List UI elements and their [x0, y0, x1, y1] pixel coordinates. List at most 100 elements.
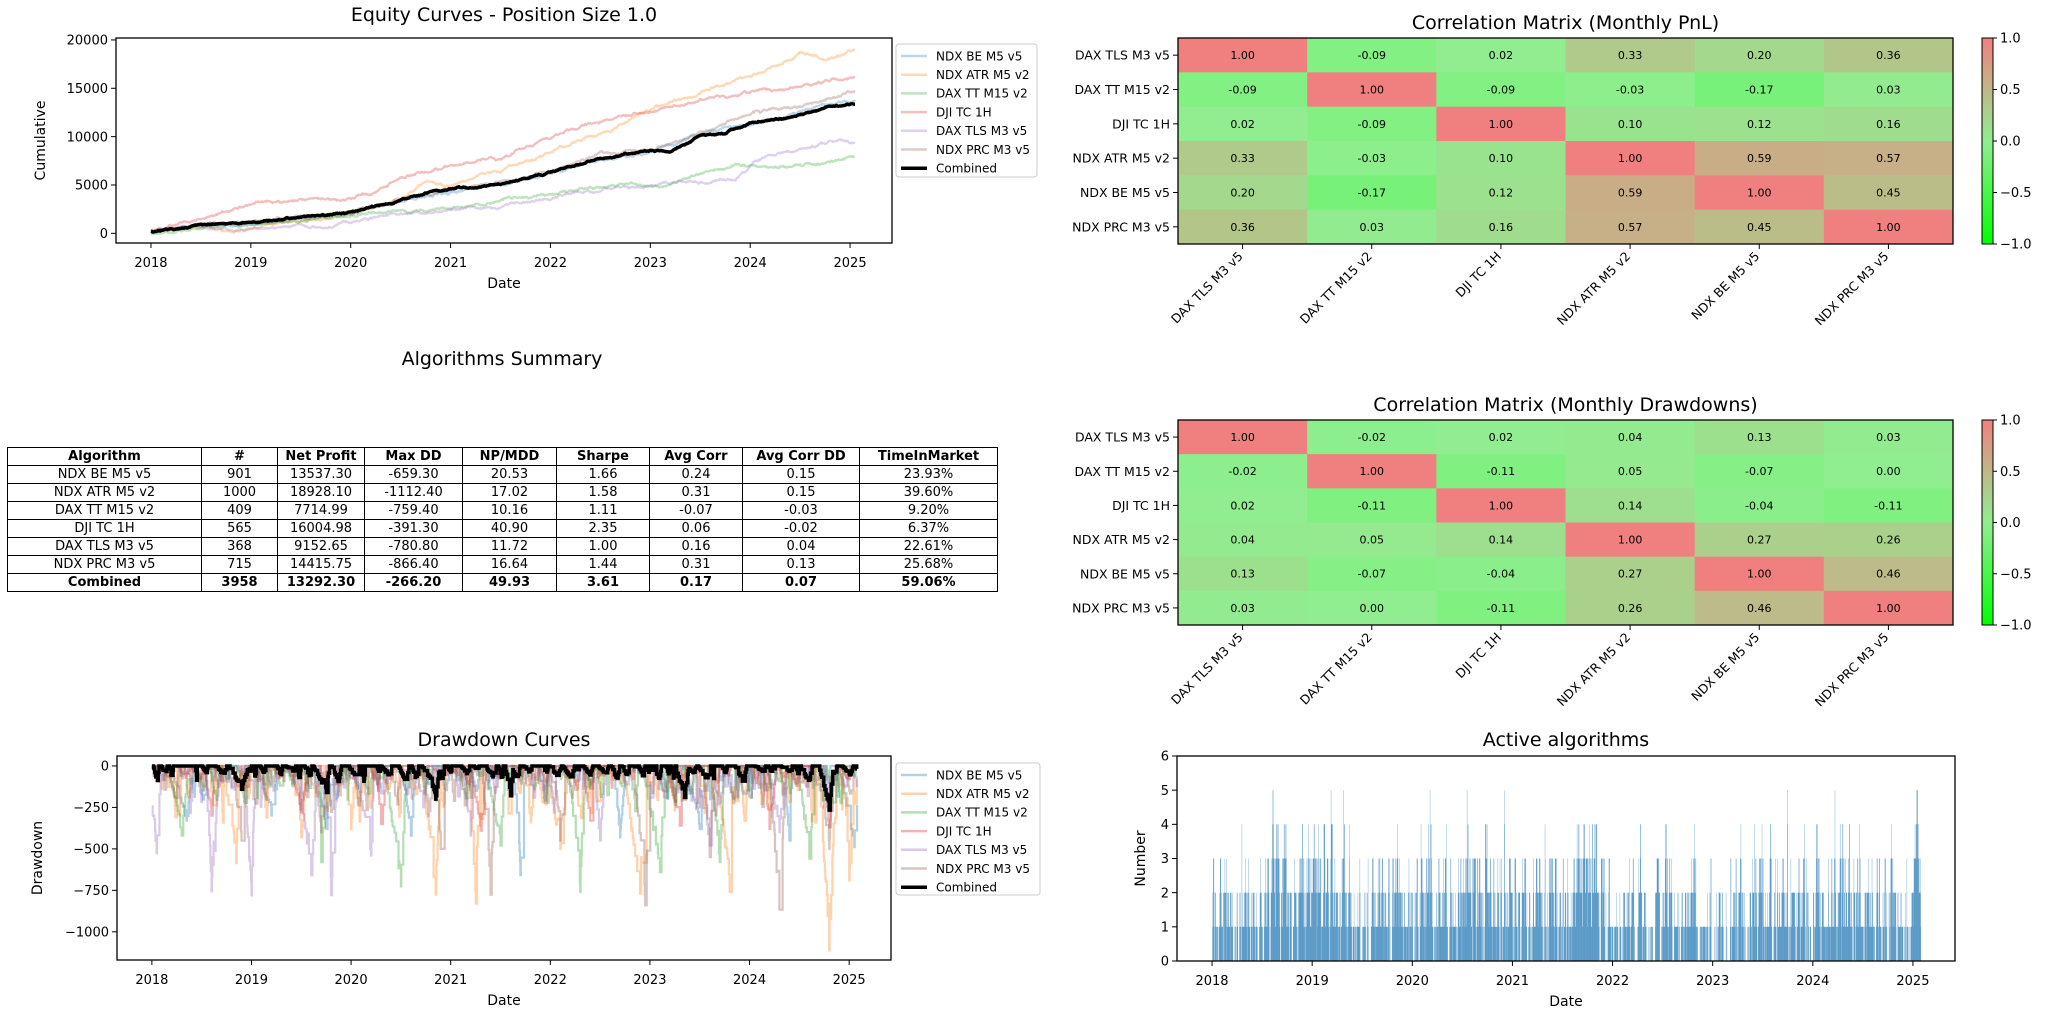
- heatmap-cell: 0.20: [1178, 175, 1308, 211]
- heatmap-cell-fill: [1823, 106, 1954, 142]
- table-cell-timeinmarket: 25.68%: [859, 555, 998, 574]
- heatmap-cell-value: 0.04: [1618, 431, 1643, 444]
- table-cell-count: 3958: [201, 573, 278, 592]
- heatmap-cell-fill: [1823, 556, 1954, 592]
- legend-item: NDX ATR M5 v2: [901, 787, 1030, 801]
- colorbar-tick-label: 1.0: [2000, 32, 2021, 47]
- table-row: DAX TT M15 v2 409 7714.99 -759.40 10.16 1.11-…: [7, 501, 998, 520]
- heatmap-cell-value: 1.00: [1360, 83, 1385, 96]
- legend-item: DJI TC 1H: [901, 824, 992, 838]
- heatmap-cell: 0.03: [1178, 590, 1308, 626]
- heatmap-cell-fill: [1565, 590, 1696, 626]
- colorbar-tick-label: −1.0: [2000, 238, 2032, 253]
- heatmap-cell: -0.07: [1694, 454, 1825, 489]
- table-cell-np-mdd: 40.90: [462, 519, 557, 538]
- heatmap-cell-fill: [1694, 590, 1825, 626]
- colorbar-tick-label: 0.5: [2000, 83, 2021, 98]
- heatmap-cell-value: 0.02: [1230, 118, 1255, 131]
- heatmap-cell-fill: [1436, 522, 1566, 558]
- equity-line-dax-tt-m15-v2: [150, 155, 856, 236]
- active-algorithms-chart: 2018 2019 2020 2021 2022 2023 2024 2025 0 1 2 3 4 5 6 D…: [1133, 729, 1956, 1010]
- table-cell-np-mdd: 20.53: [462, 465, 557, 484]
- heatmap-cell: 0.26: [1823, 522, 1954, 558]
- heatmap-cell: 0.26: [1565, 590, 1696, 626]
- x-tick-label: 2020: [1396, 974, 1429, 989]
- heatmap-cell-fill: [1436, 454, 1566, 489]
- heatmap-cell-value: 0.02: [1489, 431, 1514, 444]
- heatmap-cell-fill: [1178, 454, 1308, 489]
- row-label: NDX ATR M5 v2: [1073, 151, 1170, 166]
- table-cell-avg-corr-dd: 0.15: [742, 465, 860, 484]
- chart-title: Drawdown Curves: [418, 729, 591, 751]
- heatmap-cell-fill: [1694, 488, 1825, 523]
- legend-label: DJI TC 1H: [936, 824, 992, 838]
- heatmap-cell-value: 0.27: [1618, 568, 1643, 581]
- heatmap-cell: 0.04: [1178, 522, 1308, 558]
- col-label: NDX PRC M3 v5: [1812, 630, 1892, 710]
- table-cell-sharpe: 1.44: [556, 555, 650, 574]
- y-tick-label: −750: [73, 884, 109, 899]
- row-label: DAX TLS M3 v5: [1075, 48, 1170, 63]
- chart-title: Active algorithms: [1483, 729, 1649, 751]
- legend-label: NDX ATR M5 v2: [936, 68, 1030, 82]
- heatmap-cell-value: 0.27: [1747, 534, 1772, 547]
- heatmap-cell-value: 1.00: [1618, 152, 1643, 165]
- heatmap-cell-fill: [1307, 522, 1437, 558]
- table-cell-net-profit: 7714.99: [277, 501, 365, 520]
- legend-label: NDX BE M5 v5: [936, 768, 1022, 782]
- legend-label: DAX TLS M3 v5: [936, 124, 1027, 138]
- heatmap-cell: 1.00: [1565, 141, 1696, 176]
- legend-item: DAX TT M15 v2: [901, 87, 1028, 101]
- heatmap-cell: -0.17: [1694, 72, 1825, 108]
- heatmap-cell: 0.05: [1565, 454, 1696, 489]
- y-tick-label: 20000: [67, 34, 108, 49]
- heatmap-cell: 0.02: [1178, 106, 1308, 142]
- table-header-algorithm: Algorithm: [7, 447, 202, 466]
- heatmap-cell: 0.03: [1307, 209, 1437, 245]
- heatmap-cell-value: -0.02: [1228, 465, 1256, 478]
- heatmap-cell-fill: [1823, 488, 1954, 523]
- heatmap-cell: 1.00: [1694, 556, 1825, 592]
- drawdown-lines: [151, 764, 859, 952]
- heatmap-cell: -0.09: [1307, 106, 1437, 142]
- row-label: NDX BE M5 v5: [1080, 185, 1170, 200]
- x-tick-label: 2019: [234, 256, 267, 271]
- heatmap-cell-fill: [1565, 454, 1696, 489]
- heatmap-cell-fill: [1823, 175, 1954, 211]
- table-cell-avg-corr-dd: 0.15: [742, 483, 860, 502]
- heatmap-frame: [1177, 419, 1954, 626]
- x-axis-label: Date: [487, 993, 520, 1009]
- table-row: NDX PRC M3 v5 715 14415.75 -866.40 16.64 1.44…: [7, 555, 998, 574]
- table-cell-sharpe: 1.11: [556, 501, 650, 520]
- heatmap-cell: 0.14: [1436, 522, 1566, 558]
- heatmap-cell: 0.59: [1694, 141, 1825, 176]
- heatmap-cell-fill: [1307, 454, 1437, 489]
- heatmap-cell: 0.02: [1178, 488, 1308, 523]
- x-tick-label: 2025: [1896, 974, 1929, 989]
- heatmap-cell-fill: [1307, 72, 1437, 108]
- heatmap-cell-fill: [1307, 175, 1437, 211]
- table-row: DAX TLS M3 v5 368 9152.65 -780.80 11.72 1.00 0…: [7, 537, 998, 556]
- row-label: DJI TC 1H: [1112, 498, 1170, 513]
- heatmap-cell-value: -0.17: [1358, 186, 1386, 199]
- heatmap-cell-fill: [1694, 454, 1825, 489]
- heatmap-cell: -0.17: [1307, 175, 1437, 211]
- heatmap-cell-fill: [1565, 141, 1696, 176]
- table-cell-np-mdd: 10.16: [462, 501, 557, 520]
- heatmap-cell-value: -0.04: [1745, 499, 1773, 512]
- x-axis: 2018 2019 2020 2021 2022 2023 2024 2025: [135, 960, 866, 988]
- table-row: NDX BE M5 v5 901 13537.30 -659.30 20.53 1.66 0…: [7, 465, 998, 484]
- table-cell-np-mdd: 17.02: [462, 483, 557, 502]
- heatmap-cell-value: 0.05: [1618, 465, 1643, 478]
- heatmap-cell: 0.10: [1436, 141, 1566, 176]
- table-cell-np-mdd: 11.72: [462, 537, 557, 556]
- plot-frame: [116, 755, 892, 961]
- heatmap-cell: 1.00: [1694, 175, 1825, 211]
- heatmap-cell-value: -0.17: [1745, 83, 1773, 96]
- row-label: NDX BE M5 v5: [1080, 566, 1170, 581]
- table-cell-sharpe: 3.61: [556, 573, 650, 592]
- col-label: NDX PRC M3 v5: [1812, 249, 1892, 329]
- table-cell-algorithm: DAX TT M15 v2: [7, 501, 202, 520]
- x-tick-label: 2018: [134, 256, 167, 271]
